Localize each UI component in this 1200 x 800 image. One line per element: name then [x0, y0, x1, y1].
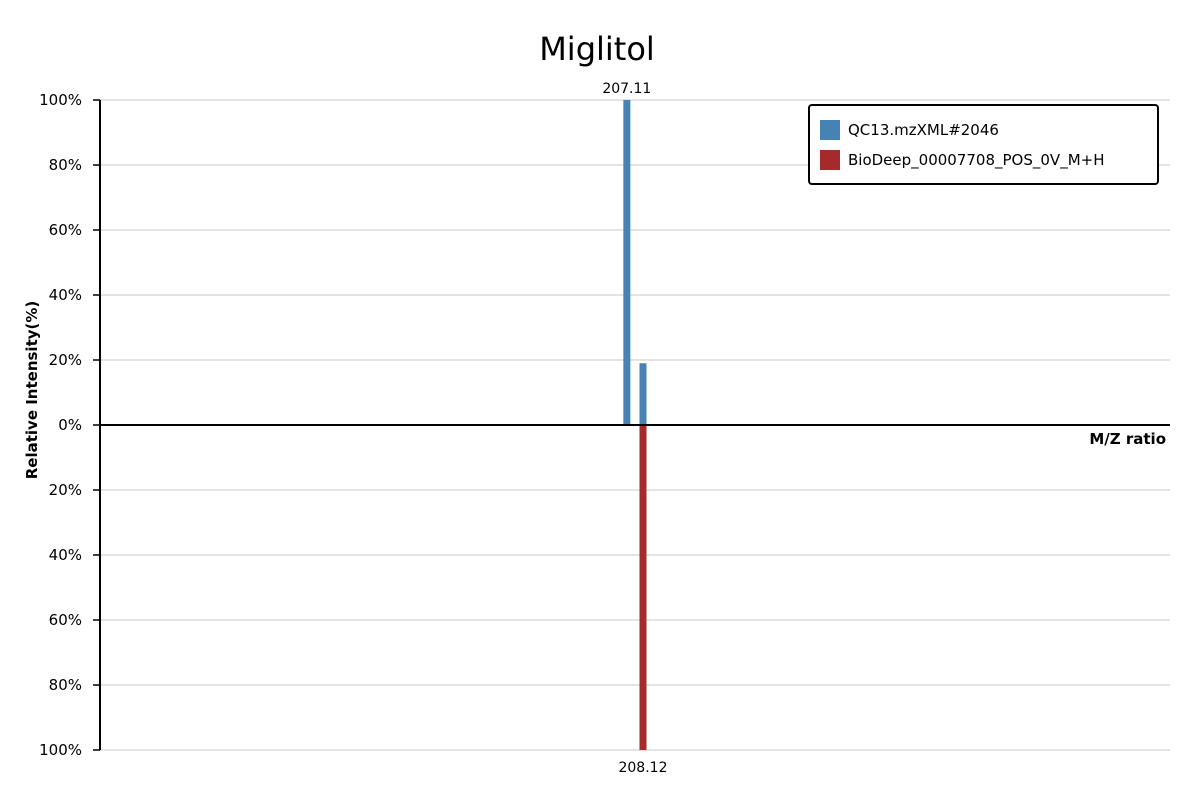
x-axis-label: M/Z ratio: [1089, 430, 1166, 448]
y-tick-label: 60%: [49, 221, 82, 239]
peak-bar: [639, 425, 647, 750]
y-tick-label: 80%: [49, 156, 82, 174]
chart-title: Miglitol: [539, 30, 655, 68]
y-tick-label: 20%: [49, 351, 82, 369]
y-tick-label: 20%: [49, 481, 82, 499]
y-tick-label: 80%: [49, 676, 82, 694]
y-axis-label: Relative Intensity(%): [23, 301, 41, 480]
y-ticks: 100% 80% 60% 40% 20% 0% 20% 40% 60% 80% 100%: [39, 91, 100, 759]
legend-label: BioDeep_00007708_POS_0V_M+H: [848, 151, 1104, 170]
peak-label: 208.12: [618, 760, 667, 776]
peak-label: 207.11: [602, 81, 651, 97]
axes: [99, 100, 1170, 750]
y-tick-label: 100%: [39, 741, 82, 759]
legend: QC13.mzXML#2046 BioDeep_00007708_POS_0V_M…: [808, 104, 1159, 185]
y-tick-label: 40%: [49, 286, 82, 304]
peak-labels: 207.11 208.12: [602, 81, 667, 776]
peak-bar: [639, 363, 647, 425]
peak-bar: [623, 100, 631, 425]
peak-bars: [623, 100, 647, 750]
y-tick-label: 40%: [49, 546, 82, 564]
y-tick-label: 60%: [49, 611, 82, 629]
legend-label: QC13.mzXML#2046: [848, 121, 999, 139]
legend-swatch: [820, 120, 840, 140]
gridlines: [100, 99, 1170, 751]
y-tick-label: 0%: [58, 416, 82, 434]
legend-box: [808, 104, 1159, 185]
y-tick-label: 100%: [39, 91, 82, 109]
legend-swatch: [820, 150, 840, 170]
